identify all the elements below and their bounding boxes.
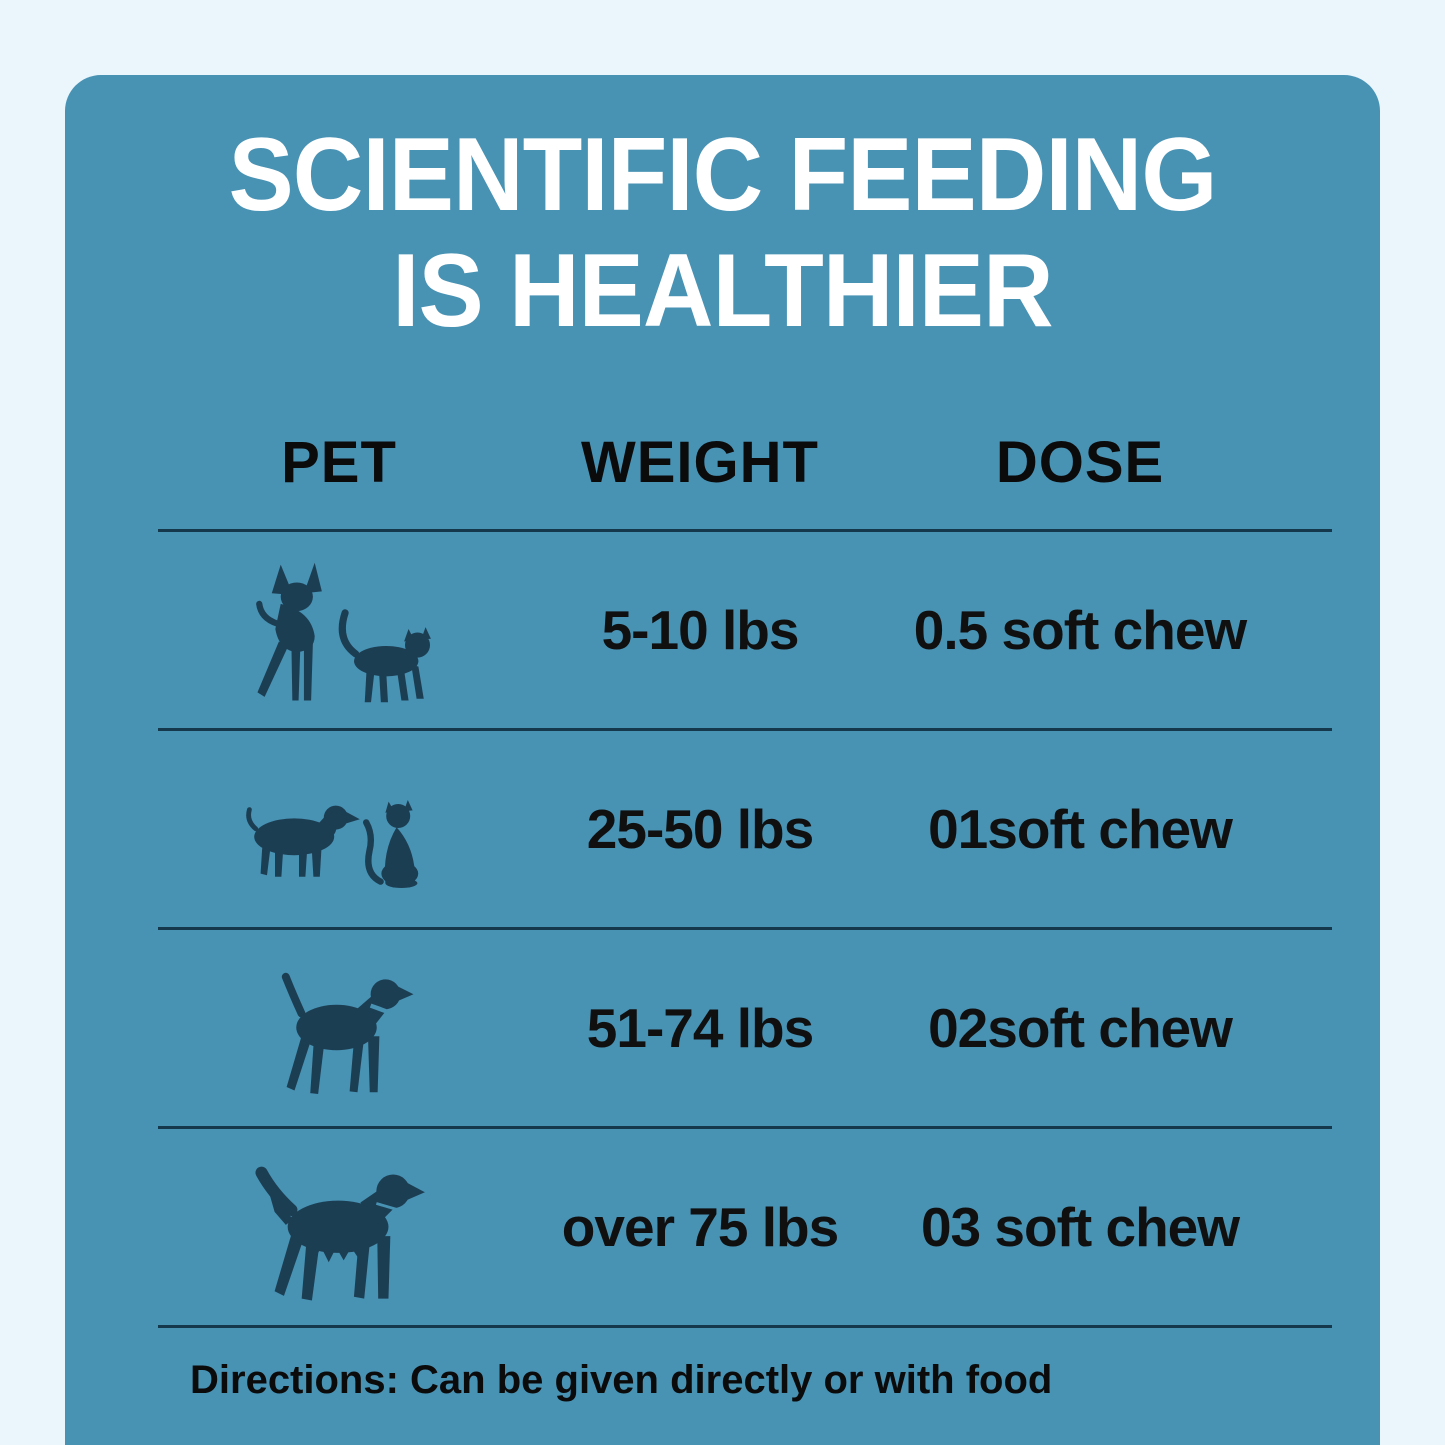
table-divider <box>158 528 1332 532</box>
title-line-2: IS HEALTHIER <box>392 233 1053 350</box>
small-dog-silhouette <box>256 562 323 701</box>
title-line-1: SCIENTIFIC FEEDING <box>228 117 1218 233</box>
column-header-pet: PET <box>281 429 397 495</box>
pet-cell <box>158 770 520 888</box>
large-dog-silhouette <box>255 1166 425 1301</box>
column-header-dose: DOSE <box>995 429 1165 495</box>
table-header-row: PET WEIGHT DOSE <box>158 396 1332 529</box>
small-dog-and-cat-icon <box>256 562 432 703</box>
table-divider <box>158 1125 1332 1129</box>
table-divider <box>158 1324 1332 1328</box>
pet-cell <box>158 1146 520 1308</box>
sitting-cat-silhouette <box>363 799 419 888</box>
table-row: over 75 lbs 03 soft chew <box>158 1129 1332 1325</box>
dose-value: 03 soft chew <box>920 1195 1240 1258</box>
weight-value: over 75 lbs <box>561 1195 839 1258</box>
feeding-table: PET WEIGHT DOSE <box>158 396 1332 1328</box>
feeding-card: SCIENTIFIC FEEDING IS HEALTHIER PET WEIG… <box>65 75 1380 1445</box>
directions-text: Directions: Can be given directly or wit… <box>190 1357 1053 1402</box>
table-row: 25-50 lbs 01soft chew <box>158 731 1332 927</box>
pet-cell <box>158 955 520 1101</box>
table-row: 51-74 lbs 02soft chew <box>158 930 1332 1126</box>
medium-dog-icon <box>281 972 414 1094</box>
dose-value: 0.5 soft chew <box>913 598 1247 661</box>
table-divider <box>158 926 1332 930</box>
large-dog-icon <box>255 1166 425 1301</box>
pet-cell <box>158 547 520 713</box>
column-header-weight: WEIGHT <box>581 429 819 495</box>
weight-value: 5-10 lbs <box>601 598 800 661</box>
table-divider <box>158 727 1332 731</box>
weight-value: 25-50 lbs <box>586 797 814 860</box>
dose-value: 02soft chew <box>928 996 1233 1059</box>
weight-value: 51-74 lbs <box>586 996 814 1059</box>
table-row: 5-10 lbs 0.5 soft chew <box>158 532 1332 728</box>
walking-cat-silhouette <box>338 609 432 703</box>
dose-value: 01soft chew <box>928 797 1233 860</box>
medium-dog-silhouette <box>281 972 414 1094</box>
dachshund-and-sitting-cat-icon <box>246 799 419 888</box>
dachshund-silhouette <box>246 805 360 877</box>
page-title: SCIENTIFIC FEEDING IS HEALTHIER <box>104 75 1340 350</box>
